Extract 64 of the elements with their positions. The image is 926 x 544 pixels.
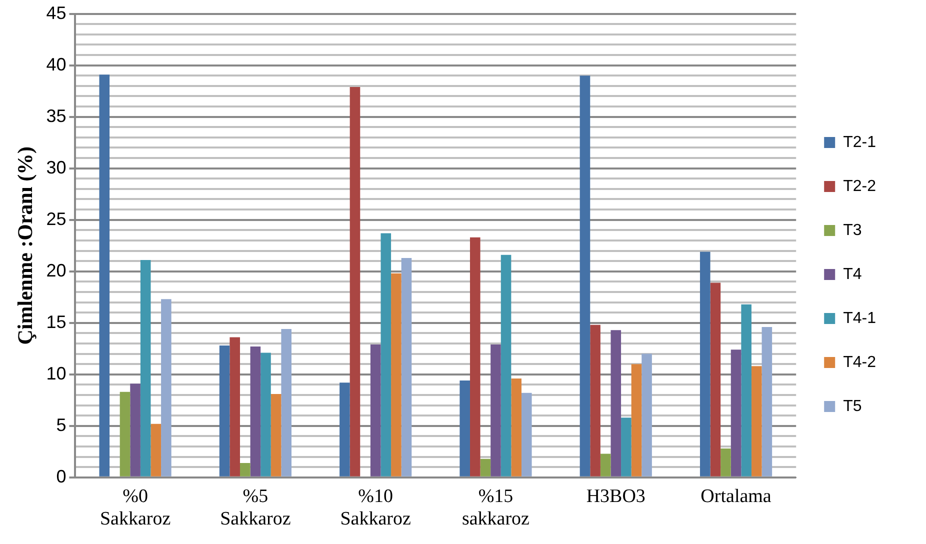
bar bbox=[741, 304, 752, 476]
bar bbox=[130, 384, 140, 476]
y-tick-label: 20 bbox=[46, 260, 66, 280]
legend-label: T4 bbox=[843, 266, 862, 283]
bar bbox=[350, 86, 360, 476]
bar bbox=[751, 366, 762, 476]
bar bbox=[580, 76, 590, 476]
legend-label: T2-1 bbox=[843, 134, 876, 151]
bar bbox=[762, 326, 772, 476]
y-tick-label: 0 bbox=[56, 466, 66, 486]
bar bbox=[281, 329, 292, 476]
y-tick-label: 5 bbox=[56, 414, 66, 435]
y-tick-label: 40 bbox=[46, 54, 66, 74]
bar bbox=[490, 344, 501, 476]
bar bbox=[140, 260, 151, 476]
y-tick-label: 25 bbox=[46, 208, 66, 229]
bar bbox=[600, 454, 611, 476]
legend-label: T4-2 bbox=[843, 354, 876, 371]
bar bbox=[700, 252, 710, 476]
bar bbox=[150, 424, 162, 476]
y-tick-label: 10 bbox=[46, 363, 66, 384]
bar bbox=[631, 364, 642, 476]
bar bbox=[219, 346, 230, 476]
bar bbox=[460, 380, 470, 476]
bar bbox=[260, 352, 271, 476]
legend-label: T4-1 bbox=[843, 310, 876, 327]
x-tick-label: %10 Sakkaroz bbox=[340, 486, 411, 530]
bar bbox=[391, 273, 402, 476]
legend-label: T5 bbox=[843, 398, 862, 415]
bar bbox=[161, 299, 172, 476]
bar bbox=[230, 337, 240, 476]
y-tick-label: 45 bbox=[46, 2, 66, 23]
bar bbox=[370, 344, 381, 476]
bar bbox=[500, 254, 512, 476]
x-tick-label: %5 Sakkaroz bbox=[220, 486, 291, 530]
bar bbox=[401, 258, 412, 476]
bar bbox=[380, 233, 392, 476]
bar bbox=[521, 392, 532, 476]
x-tick-label: Ortalama bbox=[700, 486, 772, 507]
x-tick-label: H3BO3 bbox=[586, 486, 646, 507]
x-tick-label: %15 sakkaroz bbox=[462, 486, 530, 530]
bar bbox=[621, 418, 632, 476]
y-tick-label: 35 bbox=[46, 106, 66, 126]
x-tick-label: %0 Sakkaroz bbox=[100, 486, 171, 530]
bar bbox=[590, 324, 600, 476]
bar bbox=[470, 237, 480, 476]
bar bbox=[250, 346, 261, 476]
bar bbox=[340, 382, 350, 476]
bar bbox=[240, 462, 250, 476]
bar bbox=[642, 354, 652, 476]
bar bbox=[511, 378, 522, 476]
y-tick-label: 30 bbox=[46, 157, 66, 178]
legend-label: T2-2 bbox=[843, 178, 876, 195]
bar bbox=[480, 458, 491, 476]
bar bbox=[720, 448, 731, 476]
bar bbox=[710, 282, 721, 476]
bar bbox=[610, 330, 622, 476]
bar bbox=[99, 74, 110, 476]
y-axis-title: Çimlenme :Oranı (%) bbox=[13, 146, 38, 345]
bar bbox=[270, 394, 282, 476]
legend-label: T3 bbox=[843, 222, 862, 239]
y-tick-label: 15 bbox=[46, 312, 66, 332]
bar bbox=[730, 350, 742, 476]
bar bbox=[120, 392, 130, 476]
